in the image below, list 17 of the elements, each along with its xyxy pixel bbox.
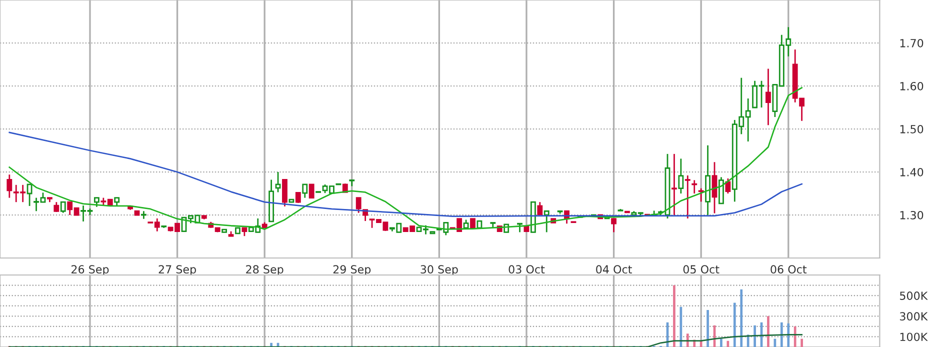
x-tick-label: 03 Oct [508, 265, 545, 274]
x-tick-label: 04 Oct [596, 265, 632, 274]
x-tick-label: 06 Oct [770, 265, 807, 274]
x-tick-label: 30 Sep [420, 265, 458, 276]
x-tick-label: 27 Sep [158, 265, 196, 276]
x-tick-label: 05 Oct [683, 265, 720, 274]
x-tick-label: 29 Sep [333, 265, 371, 276]
x-tick-label: 28 Sep [246, 265, 284, 276]
y-tick-label: 1.50 [900, 124, 924, 134]
x-tick-label: 26 Sep [71, 265, 109, 276]
y-tick-label: 500K [900, 292, 928, 300]
y-tick-label: 100K [900, 332, 928, 342]
y-tick-label: 300K [900, 312, 928, 321]
y-tick-label: 1.60 [900, 82, 924, 90]
y-tick-label: 1.70 [900, 38, 924, 48]
y-tick-label: 1.30 [900, 210, 924, 220]
y-tick-label: 1.40 [900, 168, 924, 176]
